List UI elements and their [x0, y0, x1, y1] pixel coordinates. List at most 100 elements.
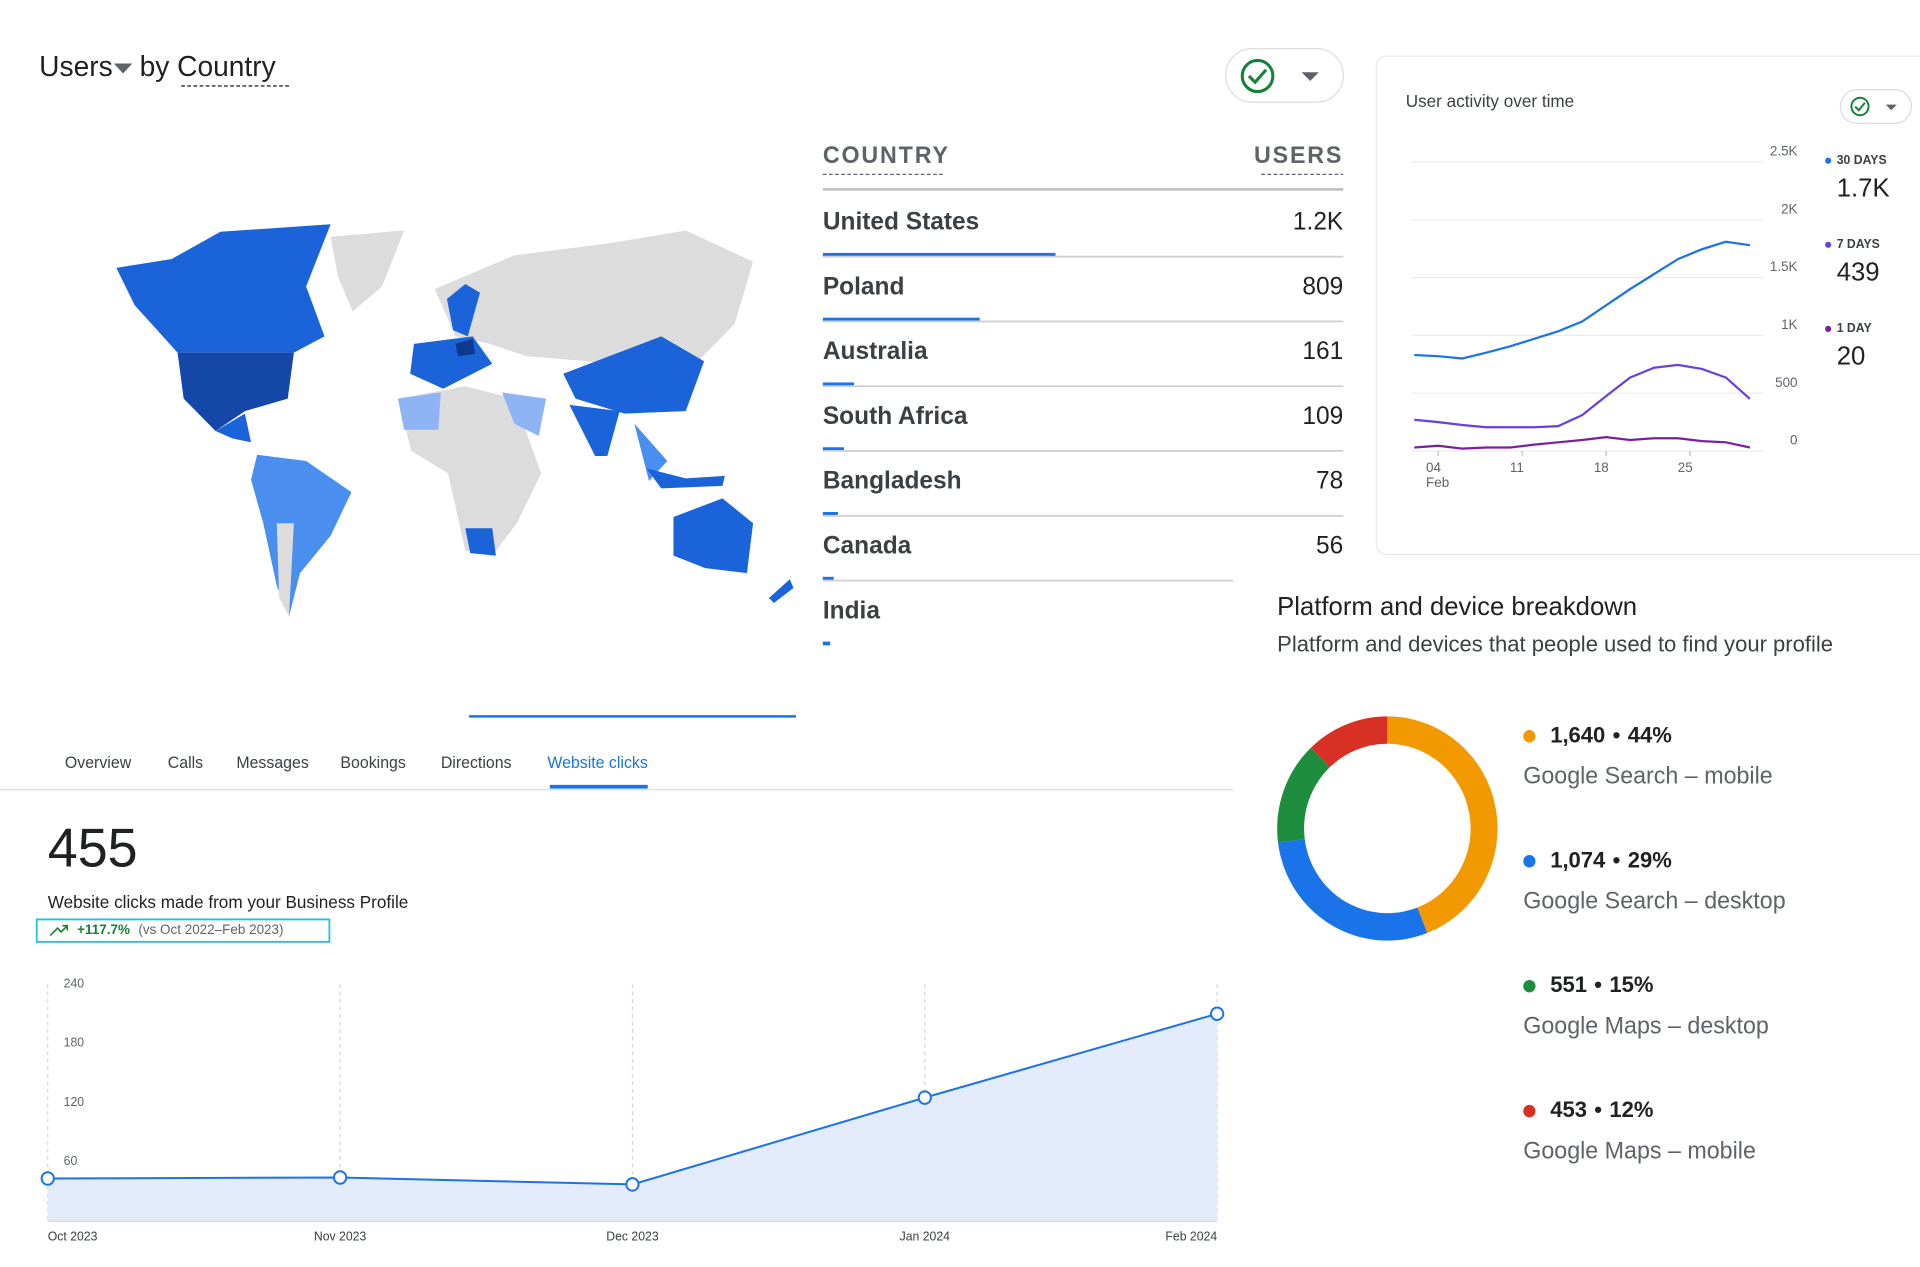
metric-selector[interactable]: Users [39, 51, 112, 83]
legend-dot [1825, 157, 1832, 164]
y-tick-label: 240 [64, 976, 85, 990]
usa [177, 352, 294, 432]
south-america [251, 454, 352, 617]
y-tick-label: 60 [64, 1154, 78, 1168]
india [569, 404, 620, 456]
australia [673, 498, 754, 574]
check-icon [1850, 96, 1870, 117]
poland [455, 338, 476, 357]
card-title: User activity over time [1406, 91, 1575, 111]
tab[interactable]: Calls [168, 754, 203, 772]
user-bar [822, 576, 834, 581]
tab[interactable]: Overview [65, 754, 132, 772]
y-tick-label: 1.5K [1770, 259, 1798, 274]
y-tick-label: 2.5K [1770, 144, 1798, 159]
area-fill [47, 1013, 1218, 1221]
user-bar [822, 382, 855, 387]
value-label: 453 [1550, 1097, 1587, 1122]
country-name: United States [823, 208, 979, 235]
legend-dot [1523, 855, 1536, 868]
activity-card [1375, 55, 1920, 556]
country-name: Canada [823, 532, 912, 559]
dropdown-arrow[interactable] [113, 63, 133, 74]
data-point [333, 1170, 348, 1185]
active-tab-indicator [549, 784, 648, 789]
check-icon [1240, 58, 1275, 94]
eurasia [434, 230, 754, 372]
percent-label: 12% [1609, 1097, 1653, 1122]
middle-east [502, 392, 547, 437]
column-header[interactable]: COUNTRY [823, 142, 950, 168]
legend-total: 439 [1837, 258, 1880, 286]
legend-value: 453 • 12% [1550, 1097, 1653, 1122]
world-map [116, 224, 794, 617]
legend-value: 1,074 • 29% [1550, 847, 1672, 872]
user-count: 161 [1302, 338, 1343, 365]
greenland [330, 230, 405, 312]
user-count: 1.2K [1293, 208, 1344, 235]
y-tick-label: 180 [64, 1036, 85, 1050]
tab[interactable]: Website clicks [547, 754, 647, 772]
value-label: 551 [1550, 972, 1587, 997]
change-value: +117.7% [77, 922, 130, 937]
user-bar [822, 641, 831, 646]
tab[interactable]: Bookings [340, 754, 405, 772]
north-africa [397, 392, 441, 430]
china [563, 336, 705, 414]
tab[interactable]: Messages [236, 754, 309, 772]
country-name: India [823, 597, 880, 624]
check-mark [1854, 102, 1866, 112]
activity-line [1414, 435, 1751, 450]
legend-name: 1 DAY [1837, 321, 1873, 335]
legend-name: 7 DAYS [1837, 237, 1880, 251]
new-zealand [768, 579, 794, 603]
europe [410, 336, 493, 389]
dropdown-arrow [1301, 72, 1319, 81]
highlight-box [35, 918, 331, 943]
indonesia [646, 468, 725, 489]
country-name: Poland [823, 273, 905, 300]
data-point [917, 1090, 932, 1105]
separator: • [1613, 847, 1621, 872]
legend-dot [1825, 325, 1832, 333]
legend-dot [1523, 1104, 1536, 1118]
section-title: Platform and device breakdown [1277, 593, 1637, 621]
scandinavia [446, 284, 480, 337]
legend-total: 1.7K [1837, 174, 1890, 202]
legend-category: Google Search – mobile [1523, 762, 1772, 788]
donut-segment [1277, 747, 1330, 843]
user-count: 78 [1316, 468, 1343, 495]
metric-description: Website clicks made from your Business P… [48, 892, 409, 912]
legend-name: 30 DAYS [1837, 153, 1887, 167]
canada [116, 224, 331, 353]
metric-total: 455 [48, 817, 138, 879]
separator: • [1594, 972, 1602, 997]
legend-dot [1825, 241, 1832, 248]
tab[interactable]: Directions [441, 754, 512, 772]
x-tick-label: Nov 2023 [314, 1229, 367, 1243]
activity-line [1414, 240, 1751, 360]
legend-category: Google Search – desktop [1523, 887, 1785, 913]
user-count: 109 [1302, 403, 1343, 430]
data-point [625, 1177, 640, 1192]
y-tick-label: 120 [64, 1095, 85, 1109]
data-point [40, 1171, 55, 1186]
user-bar [822, 447, 844, 451]
country-name: South Africa [823, 403, 968, 430]
x-tick-label: 11 [1510, 460, 1524, 475]
column-header[interactable]: USERS [1254, 142, 1343, 168]
legend-value: 551 • 15% [1550, 972, 1653, 997]
value-label: 1,640 [1550, 722, 1605, 747]
y-tick-label: 500 [1775, 375, 1798, 390]
user-count: 809 [1302, 273, 1343, 300]
user-bar [822, 317, 980, 322]
user-count: 56 [1316, 532, 1343, 559]
x-month-label: Feb [1426, 475, 1449, 490]
dropdown-arrow [1885, 104, 1897, 111]
legend-dot [1523, 730, 1536, 743]
x-tick-label: Dec 2023 [606, 1229, 659, 1243]
legend-category: Google Maps – mobile [1523, 1137, 1756, 1163]
y-tick-label: 2K [1781, 201, 1797, 216]
legend-dot [1523, 979, 1536, 993]
